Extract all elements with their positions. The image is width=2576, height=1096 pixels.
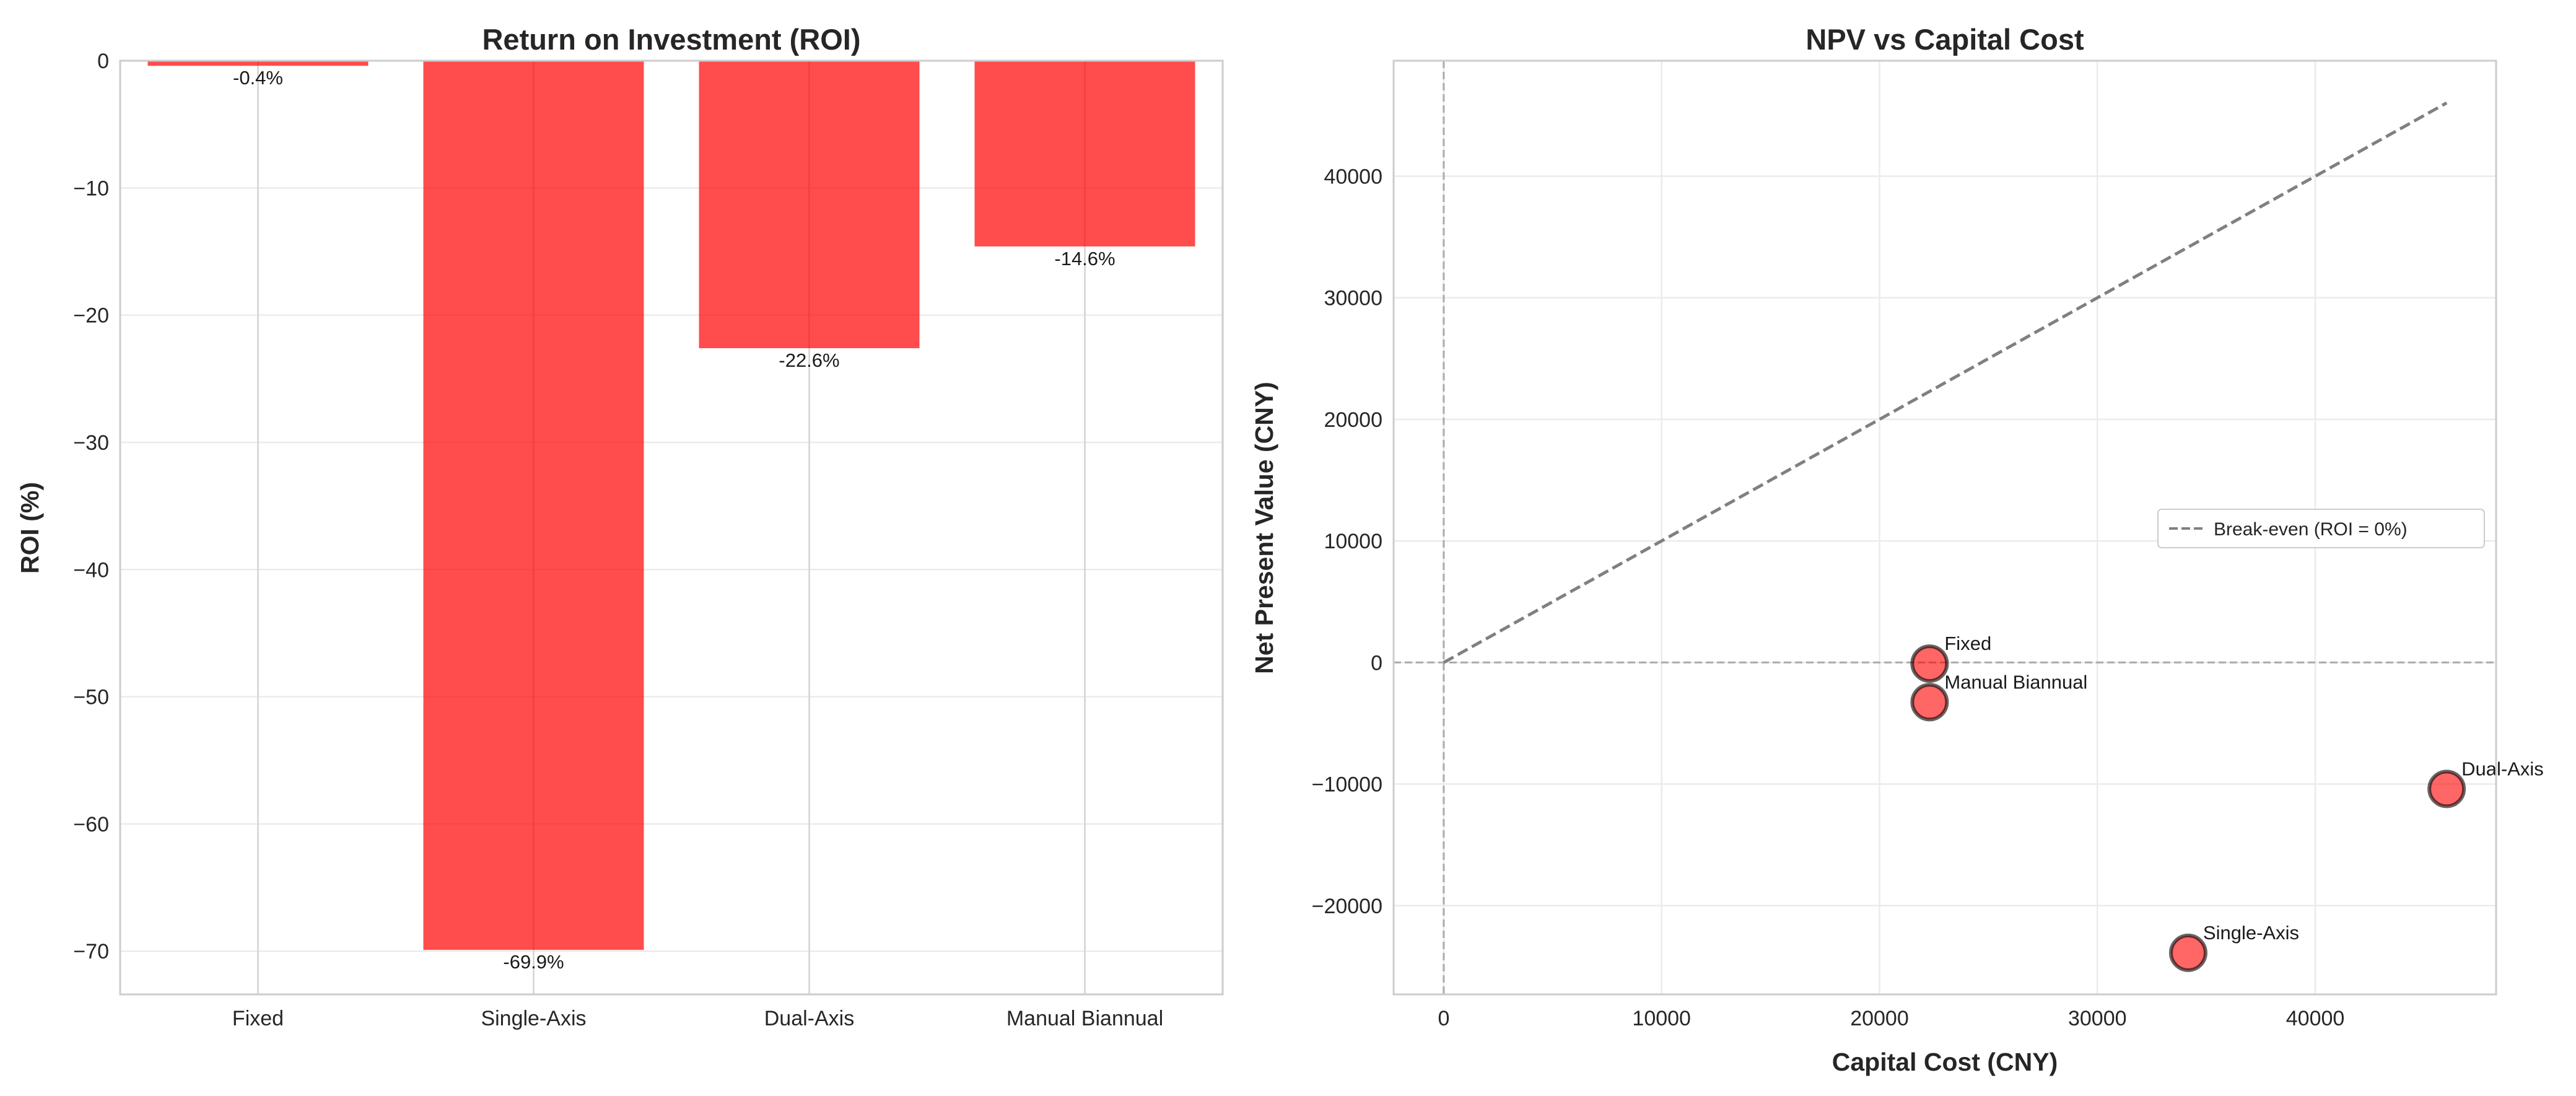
npv-y-tick-label: 30000 (1324, 287, 1382, 310)
npv-point-label: Single-Axis (2203, 922, 2299, 944)
npv-point-label: Manual Biannual (1944, 671, 2087, 693)
npv-y-tick-label: 0 (1371, 651, 1382, 675)
npv-x-axis-label: Capital Cost (CNY) (1832, 1048, 2058, 1076)
npv-x-tick-label: 20000 (1850, 1007, 1909, 1030)
legend: Break-even (ROI = 0%) (2157, 509, 2485, 548)
roi-y-tick-label: −40 (73, 558, 109, 582)
npv-y-axis-label: Net Present Value (CNY) (1250, 382, 1278, 674)
legend-box (2157, 509, 2485, 548)
break-even-line (1443, 101, 2448, 664)
npv-y-tick-label: 40000 (1324, 165, 1382, 188)
legend-entry-break-even: Break-even (ROI = 0%) (2214, 519, 2408, 540)
roi-x-tick-label: Single-Axis (481, 1007, 586, 1030)
roi-bar (147, 61, 369, 66)
npv-chart-title: NPV vs Capital Cost (1805, 23, 2084, 56)
npv-y-tick-label: 10000 (1324, 530, 1382, 553)
npv-x-tick-label: 0 (1438, 1007, 1449, 1030)
npv-y-tick-label: −20000 (1312, 895, 1382, 918)
npv-scatter-point (1910, 683, 1949, 722)
roi-y-tick-label: −10 (73, 177, 109, 200)
roi-x-tick-label: Fixed (232, 1007, 284, 1030)
npv-x-tick-label: 30000 (2068, 1007, 2127, 1030)
roi-x-tick-label: Manual Biannual (1006, 1007, 1163, 1030)
roi-axes-frame (119, 59, 1224, 996)
npv-scatter-point (1910, 644, 1949, 683)
roi-y-tick-label: 0 (97, 50, 109, 73)
npv-scatter-point (2168, 933, 2207, 972)
roi-bar-data-label: -22.6% (779, 349, 839, 371)
npv-axes-frame (1392, 59, 2497, 996)
roi-bar-chart: Return on Investment (ROI) ROI (%) 0 −10 −… (15, 23, 1224, 1030)
roi-bar-data-label: -69.9% (503, 951, 564, 973)
roi-bar-data-label: -14.6% (1054, 248, 1115, 270)
npv-scatter-chart: NPV vs Capital Cost Capital Cost (CNY) N… (1250, 23, 2544, 1076)
npv-point-label: Dual-Axis (2461, 758, 2544, 779)
npv-scatter-point (2427, 769, 2466, 809)
roi-bar (699, 61, 920, 349)
roi-y-tick-label: −30 (73, 431, 109, 455)
roi-bar (423, 61, 644, 950)
roi-y-tick-label: −20 (73, 304, 109, 328)
roi-x-tick-label: Dual-Axis (764, 1007, 854, 1030)
npv-x-tick-label: 10000 (1632, 1007, 1691, 1030)
npv-y-tick-label: −10000 (1312, 773, 1382, 797)
roi-y-axis-label: ROI (%) (15, 482, 44, 574)
roi-chart-title: Return on Investment (ROI) (482, 23, 860, 56)
npv-y-tick-label: 20000 (1324, 408, 1382, 432)
roi-y-tick-label: −50 (73, 686, 109, 709)
roi-bar-data-label: -0.4% (233, 67, 283, 89)
npv-x-tick-label: 40000 (2286, 1007, 2345, 1030)
roi-y-tick-label: −60 (73, 813, 109, 836)
npv-point-label: Fixed (1944, 633, 1991, 654)
roi-bar (974, 61, 1195, 247)
roi-y-tick-label: −70 (73, 940, 109, 963)
